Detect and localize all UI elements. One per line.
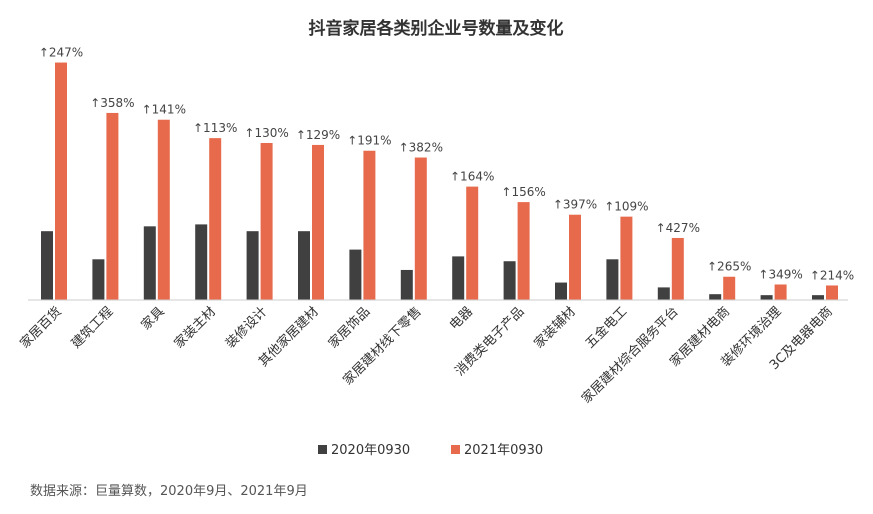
bar-2021-6 (363, 150, 376, 300)
bar-2020-1 (92, 259, 105, 300)
growth-label-7: ↑382% (399, 141, 443, 155)
growth-label-8: ↑164% (450, 170, 494, 184)
category-label-1: 建筑工程 (68, 304, 116, 352)
growth-label-11: ↑109% (604, 200, 648, 214)
growth-label-15: ↑214% (810, 268, 854, 282)
legend-label-2021: 2021年0930 (464, 443, 543, 458)
bar-2021-8 (466, 186, 479, 300)
category-label-2: 家具 (138, 304, 168, 334)
category-label-11: 五金电工 (582, 304, 630, 352)
bar-2020-5 (298, 231, 310, 300)
bar-2021-15 (826, 285, 838, 300)
bar-2021-7 (414, 157, 427, 300)
bar-2020-3 (195, 224, 208, 300)
bar-2020-7 (400, 269, 413, 300)
bar-2021-11 (620, 216, 633, 300)
growth-label-13: ↑265% (707, 260, 751, 274)
category-label-12: 家居建材综合服务平台 (578, 304, 681, 407)
bar-2020-10 (555, 282, 567, 300)
bar-2021-5 (312, 144, 324, 300)
bar-2020-0 (41, 231, 53, 300)
growth-label-10: ↑397% (553, 198, 597, 212)
growth-label-14: ↑349% (758, 267, 802, 281)
legend-swatch-2021 (451, 445, 460, 454)
growth-label-3: ↑113% (193, 121, 237, 135)
bar-2020-12 (657, 287, 670, 300)
legend: 2020年0930 2021年0930 (318, 443, 543, 458)
growth-label-2: ↑141% (142, 103, 186, 117)
bar-2021-9 (517, 202, 530, 300)
bar-2021-14 (774, 284, 787, 300)
growth-label-12: ↑427% (656, 221, 700, 235)
legend-label-2020: 2020年0930 (331, 443, 410, 458)
growth-label-1: ↑358% (90, 96, 134, 110)
bar-2020-9 (503, 261, 516, 300)
bar-2020-8 (452, 256, 465, 300)
category-label-10: 家装辅材 (531, 304, 579, 352)
bar-2021-0 (55, 62, 67, 301)
chart-title: 抖音家居各类别企业号数量及变化 (309, 18, 564, 39)
category-label-3: 家装主材 (171, 304, 219, 352)
legend-swatch-2020 (318, 445, 327, 454)
bar-2020-14 (760, 295, 773, 300)
bar-2021-1 (106, 112, 119, 300)
growth-label-0: ↑247% (39, 46, 83, 60)
bar-2021-3 (209, 138, 222, 300)
bars-group: ↑247% ↑358% ↑141% ↑113% ↑130% ↑129% ↑191% ↑382%… (39, 46, 854, 301)
source-note: 数据来源：巨量算数，2020年9月、2021年9月 (30, 484, 308, 499)
category-label-6: 家居饰品 (325, 304, 373, 352)
bar-2020-6 (349, 249, 362, 300)
bar-2021-10 (569, 214, 581, 300)
growth-label-5: ↑129% (296, 128, 340, 142)
category-label-4: 装修设计 (223, 304, 270, 351)
bar-2020-2 (143, 226, 156, 300)
bar-2020-13 (709, 294, 722, 300)
bar-2021-4 (260, 142, 273, 300)
bar-2021-13 (723, 276, 736, 300)
category-label-8: 电器 (447, 304, 476, 333)
growth-label-4: ↑130% (244, 126, 288, 140)
bar-2021-2 (157, 119, 170, 300)
bar-2020-15 (812, 295, 824, 300)
growth-label-6: ↑191% (347, 134, 391, 148)
bar-2020-4 (246, 231, 259, 300)
growth-label-9: ↑156% (501, 185, 545, 199)
bar-2021-12 (671, 237, 684, 300)
bar-2020-11 (606, 259, 619, 300)
category-label-0: 家居百货 (17, 304, 65, 352)
